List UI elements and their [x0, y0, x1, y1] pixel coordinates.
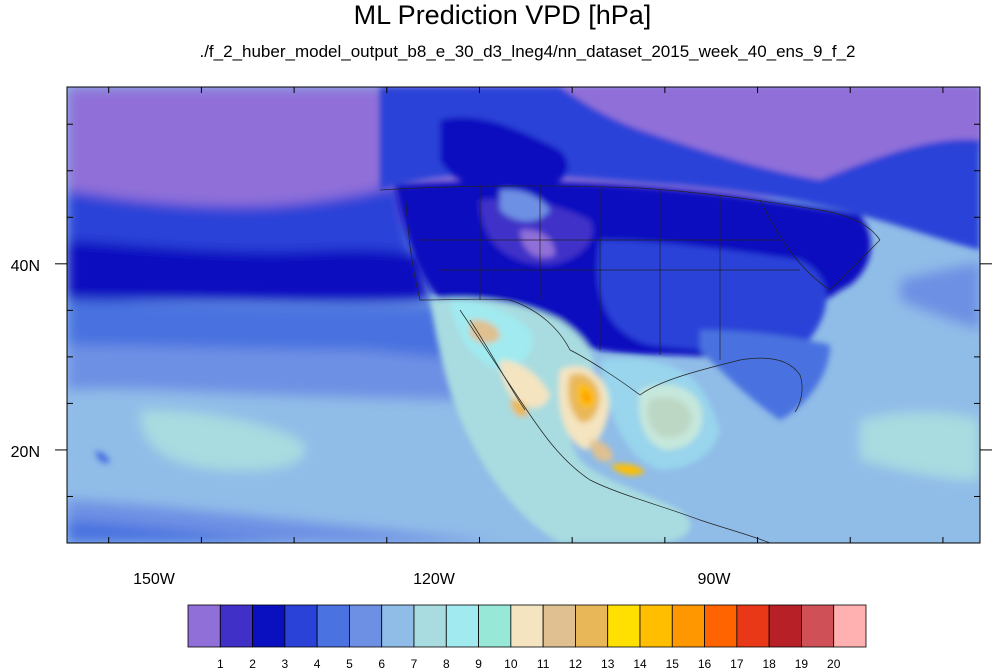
colorbar-label: 2 — [249, 657, 256, 671]
vpd-field — [67, 87, 980, 543]
colorbar-swatch — [575, 604, 609, 648]
colorbar-swatch — [445, 604, 479, 648]
longitude-ticks — [108, 87, 944, 543]
colorbar-label: 20 — [827, 657, 841, 671]
colorbar-label: 19 — [794, 657, 809, 671]
colorbar-label: 8 — [442, 657, 450, 671]
lon-label-90w: 90W — [697, 571, 731, 588]
colorbar-label: 5 — [346, 657, 353, 671]
boundary-lines — [379, 185, 881, 543]
colorbar-label: 12 — [568, 657, 583, 671]
map-frame — [66, 86, 981, 544]
colorbar-label: 15 — [665, 657, 679, 671]
colorbar-label: 18 — [762, 657, 776, 671]
colorbar-swatch — [671, 604, 705, 648]
colorbar-label: 14 — [633, 657, 647, 671]
colorbar-label: 17 — [730, 657, 744, 671]
lat-label-20n: 20N — [10, 444, 40, 461]
colorbar-label: 10 — [504, 657, 518, 671]
colorbar-swatch — [478, 604, 512, 648]
colorbar-label: 9 — [475, 657, 482, 671]
colorbar-label: 6 — [378, 657, 386, 671]
colorbar-swatch — [704, 604, 738, 648]
colorbar-swatch — [219, 604, 253, 648]
colorbar — [187, 604, 867, 648]
colorbar-swatch — [284, 604, 318, 648]
chart-title: ML Prediction VPD [hPa] — [353, 0, 652, 30]
lon-label-120w: 120W — [413, 571, 455, 588]
colorbar-swatch — [768, 604, 802, 648]
lon-label-150w: 150W — [133, 571, 175, 588]
colorbar-label: 3 — [281, 657, 289, 671]
colorbar-swatch — [349, 604, 383, 648]
colorbar-swatch — [736, 604, 770, 648]
colorbar-swatch — [639, 604, 673, 648]
lat-label-40n: 40N — [10, 258, 40, 275]
colorbar-swatch — [833, 604, 867, 648]
colorbar-swatch — [252, 604, 286, 648]
colorbar-swatch — [187, 604, 221, 648]
chart-subtitle: ./f_2_huber_model_output_b8_e_30_d3_lneg… — [199, 42, 856, 61]
colorbar-swatch — [510, 604, 544, 648]
latitude-ticks — [55, 123, 992, 497]
colorbar-swatch — [607, 604, 641, 648]
colorbar-label: 7 — [410, 657, 418, 671]
colorbar-label: 11 — [536, 657, 550, 671]
colorbar-label: 16 — [697, 657, 712, 671]
colorbar-swatch — [381, 604, 415, 648]
colorbar-label: 1 — [216, 657, 224, 671]
colorbar-swatch — [542, 604, 576, 648]
colorbar-label: 4 — [313, 657, 321, 671]
colorbar-swatch — [316, 604, 350, 648]
colorbar-swatch — [413, 604, 447, 648]
colorbar-swatch — [801, 604, 835, 648]
colorbar-label: 13 — [601, 657, 615, 671]
